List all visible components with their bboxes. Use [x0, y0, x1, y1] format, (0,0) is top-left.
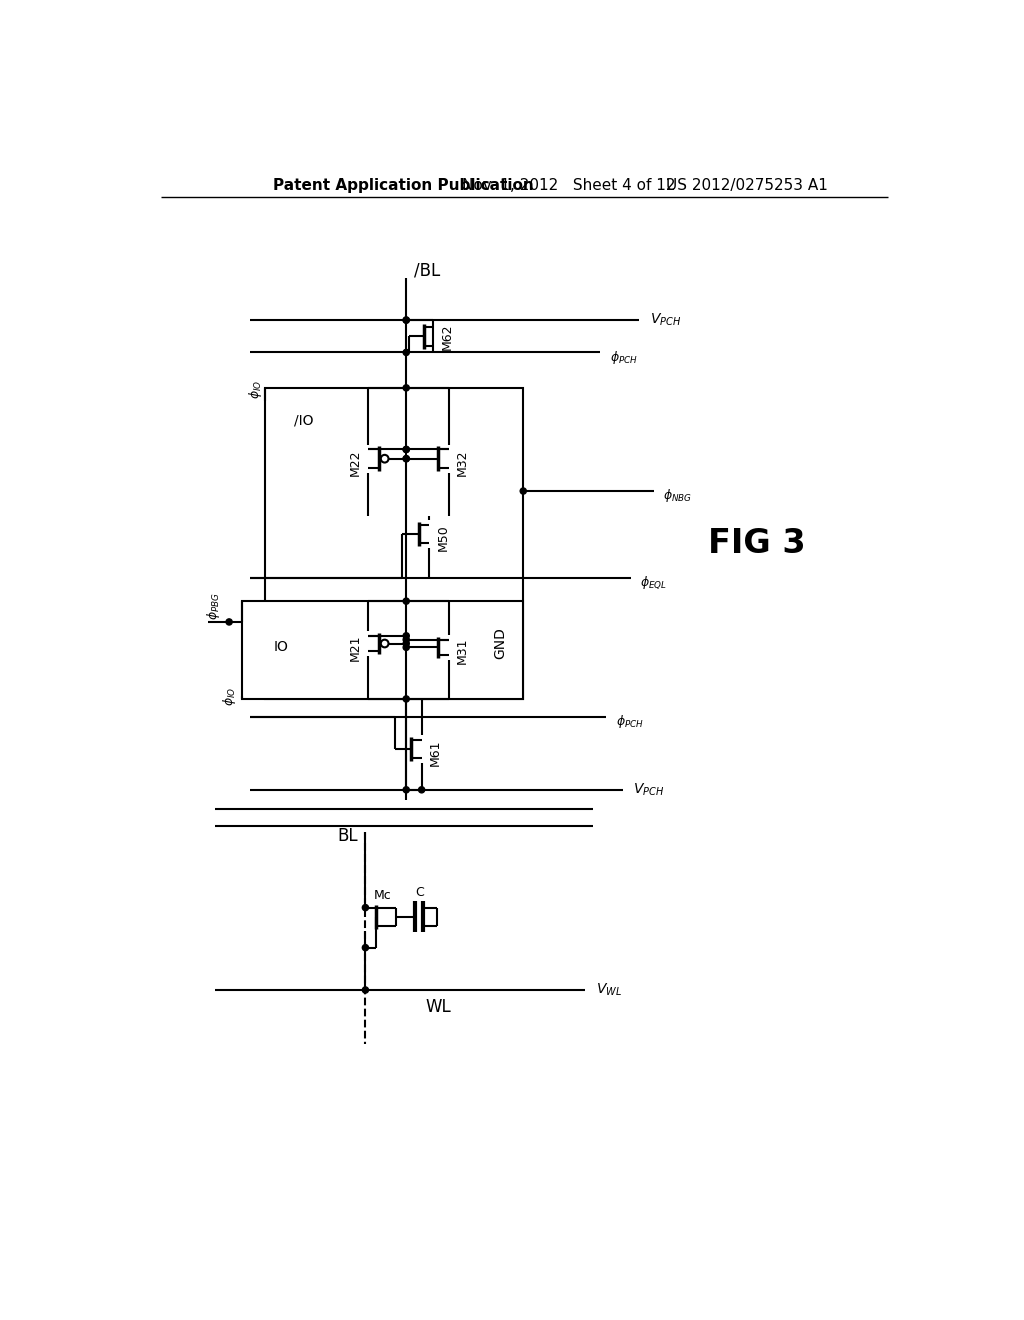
- Text: $\phi_{PCH}$: $\phi_{PCH}$: [615, 713, 644, 730]
- Circle shape: [362, 904, 369, 911]
- Text: Patent Application Publication: Patent Application Publication: [273, 178, 534, 193]
- Text: $\phi_{NBG}$: $\phi_{NBG}$: [664, 487, 692, 504]
- Text: /BL: /BL: [414, 261, 440, 279]
- Text: $V_{PCH}$: $V_{PCH}$: [634, 781, 665, 799]
- Text: FIG 3: FIG 3: [708, 527, 806, 560]
- Text: $V_{PCH}$: $V_{PCH}$: [650, 312, 682, 329]
- Circle shape: [520, 488, 526, 494]
- Text: US 2012/0275253 A1: US 2012/0275253 A1: [666, 178, 827, 193]
- Text: $V_{WL}$: $V_{WL}$: [596, 982, 623, 998]
- Text: $\phi_{PCH}$: $\phi_{PCH}$: [609, 348, 638, 366]
- Circle shape: [403, 455, 410, 462]
- Circle shape: [403, 632, 410, 639]
- Circle shape: [362, 987, 369, 993]
- Circle shape: [403, 317, 410, 323]
- Circle shape: [381, 640, 388, 647]
- Text: M32: M32: [456, 449, 469, 475]
- Text: $\phi_{IO}$: $\phi_{IO}$: [220, 686, 238, 705]
- Text: $\phi_{IO}$: $\phi_{IO}$: [247, 380, 264, 399]
- Text: $\phi_{PBG}$: $\phi_{PBG}$: [205, 593, 222, 620]
- Circle shape: [403, 385, 410, 391]
- Text: M62: M62: [440, 323, 454, 350]
- Circle shape: [403, 446, 410, 453]
- Circle shape: [381, 455, 388, 462]
- Circle shape: [419, 787, 425, 793]
- Text: C: C: [415, 886, 424, 899]
- Text: M21: M21: [349, 634, 361, 660]
- Text: IO: IO: [273, 640, 288, 655]
- Circle shape: [403, 598, 410, 605]
- Circle shape: [403, 640, 410, 647]
- Circle shape: [403, 317, 410, 323]
- Text: Nov. 1, 2012   Sheet 4 of 12: Nov. 1, 2012 Sheet 4 of 12: [462, 178, 675, 193]
- Circle shape: [403, 787, 410, 793]
- Text: M31: M31: [456, 638, 469, 664]
- Circle shape: [226, 619, 232, 626]
- Circle shape: [403, 644, 410, 651]
- Text: Mc: Mc: [374, 888, 391, 902]
- Bar: [243, 601, 523, 700]
- Text: WL: WL: [426, 998, 452, 1016]
- Circle shape: [403, 636, 410, 643]
- Text: M50: M50: [436, 524, 450, 552]
- Text: M22: M22: [349, 449, 361, 475]
- Text: BL: BL: [337, 828, 357, 845]
- Text: GND: GND: [494, 627, 507, 660]
- Text: /IO: /IO: [294, 413, 313, 428]
- Bar: [265, 388, 523, 700]
- Text: M61: M61: [429, 739, 442, 766]
- Circle shape: [403, 446, 410, 453]
- Circle shape: [362, 945, 369, 950]
- Text: $\phi_{EQL}$: $\phi_{EQL}$: [640, 574, 668, 591]
- Circle shape: [403, 696, 410, 702]
- Circle shape: [403, 455, 410, 462]
- Circle shape: [403, 350, 410, 355]
